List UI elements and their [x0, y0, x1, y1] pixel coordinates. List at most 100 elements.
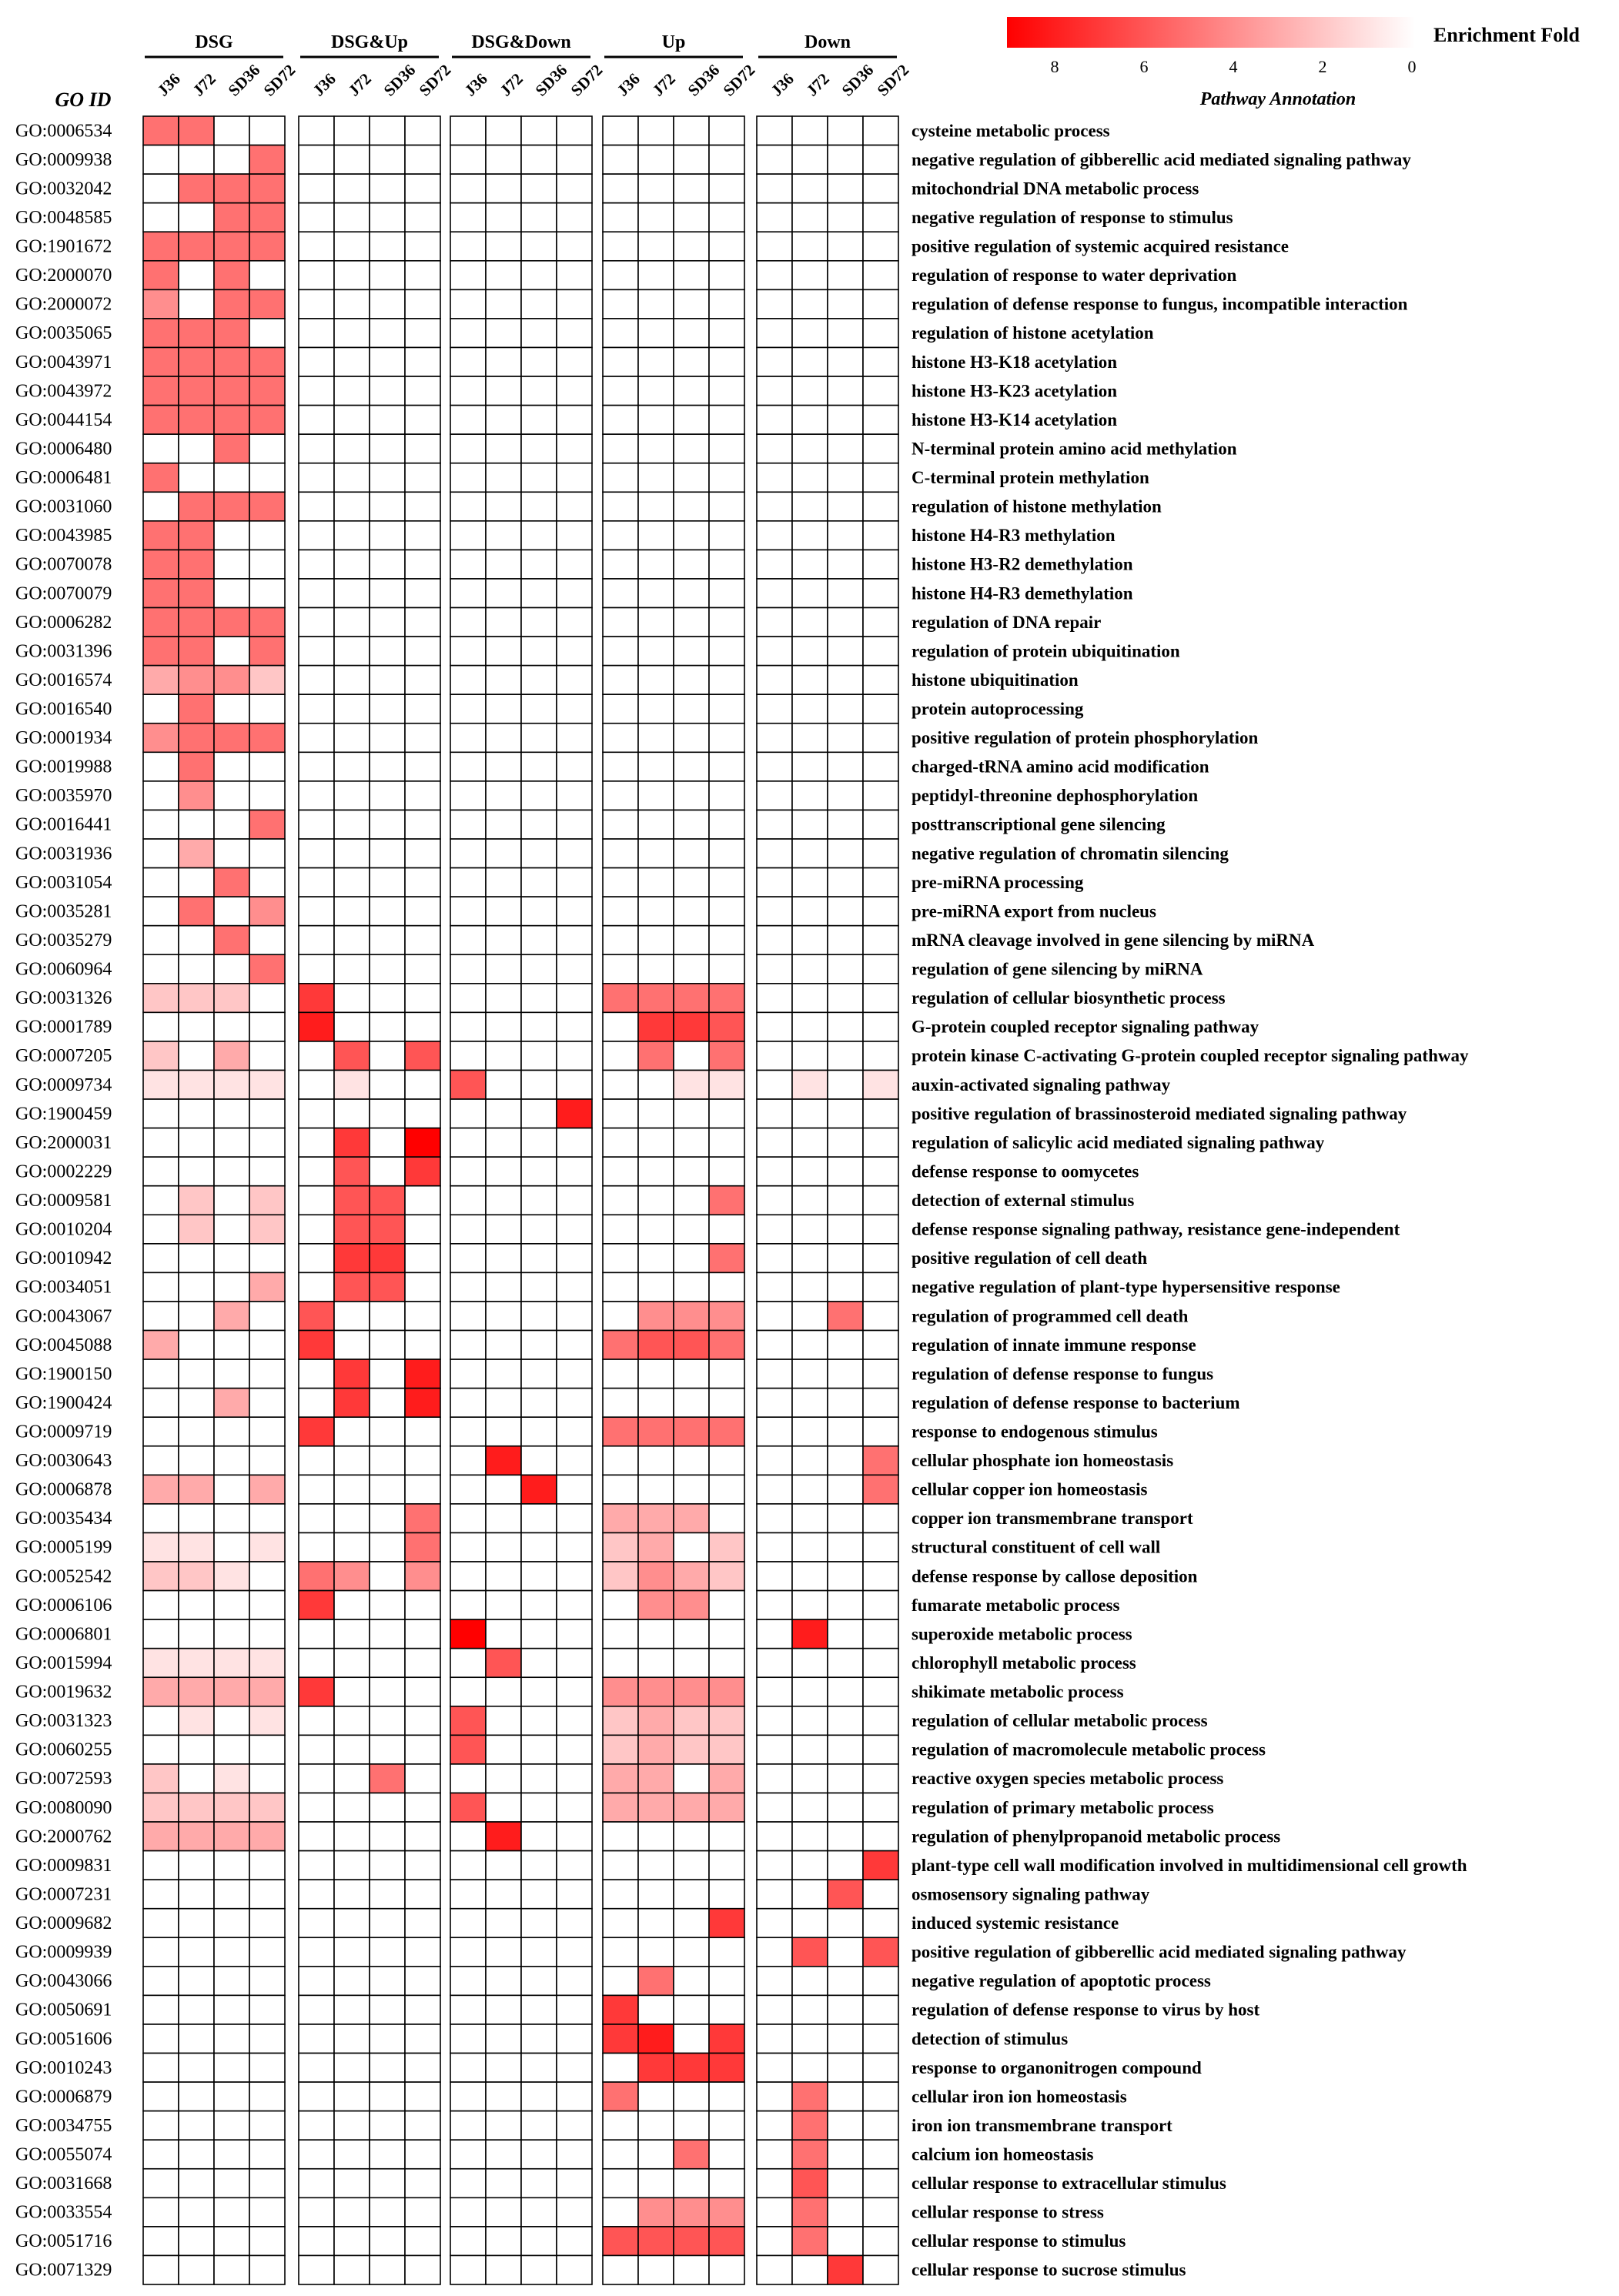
heatmap-cell	[178, 838, 215, 869]
heatmap-cell	[369, 1647, 406, 1679]
heatmap-cell	[673, 1647, 710, 1679]
heatmap-cell	[369, 2081, 406, 2112]
heatmap-cell	[213, 404, 250, 435]
pathway-label: response to endogenous stimulus	[912, 1422, 1158, 1441]
heatmap-cell	[602, 664, 639, 696]
heatmap-cell	[708, 607, 745, 637]
heatmap-cell	[333, 809, 370, 840]
heatmap-cell	[520, 2024, 557, 2054]
heatmap-cell	[673, 751, 710, 782]
heatmap-cell	[142, 867, 179, 897]
heatmap-cell	[333, 2110, 370, 2141]
heatmap-cell	[637, 1503, 674, 1534]
heatmap-cell	[298, 2139, 335, 2170]
heatmap-cell	[520, 115, 557, 146]
heatmap-cell	[249, 1214, 286, 1245]
heatmap-cell	[756, 549, 793, 580]
go-id-label: GO:2000762	[15, 1826, 112, 1846]
heatmap-cell	[673, 780, 710, 811]
heatmap-cell	[369, 1994, 406, 2025]
heatmap-cell	[178, 924, 215, 956]
heatmap-cell	[404, 1127, 441, 1158]
pathway-label: regulation of primary metabolic process	[912, 1798, 1214, 1817]
heatmap-cell	[369, 578, 406, 609]
heatmap-cell	[450, 1041, 487, 1071]
heatmap-cell	[708, 1127, 745, 1158]
heatmap-cell	[673, 1734, 710, 1765]
heatmap-cell	[369, 636, 406, 667]
heatmap-cell	[249, 318, 286, 349]
heatmap-cell	[520, 1069, 557, 1100]
heatmap-cell	[485, 1474, 522, 1505]
heatmap-cell	[791, 2139, 828, 2170]
heatmap-cell	[404, 954, 441, 984]
heatmap-cell	[333, 780, 370, 811]
heatmap-cell	[556, 1474, 593, 1505]
heatmap-cell	[791, 924, 828, 956]
heatmap-cell	[450, 318, 487, 349]
heatmap-cell	[213, 231, 250, 262]
go-id-label: GO:0010942	[15, 1248, 112, 1268]
heatmap-cell	[708, 1272, 745, 1302]
heatmap-cell	[827, 289, 864, 319]
heatmap-cell	[791, 1416, 828, 1447]
heatmap-cell	[602, 1734, 639, 1765]
heatmap-cell	[756, 1589, 793, 1620]
heatmap-cell	[708, 896, 745, 927]
heatmap-cell	[791, 751, 828, 782]
heatmap-cell	[520, 231, 557, 262]
heatmap-cell	[213, 1445, 250, 1476]
heatmap-cell	[450, 1329, 487, 1360]
heatmap-cell	[862, 346, 899, 377]
column-label-up-sd36: SD36	[684, 61, 724, 100]
heatmap-cell	[333, 1156, 370, 1187]
heatmap-cell	[827, 693, 864, 724]
heatmap-cell	[404, 2052, 441, 2083]
heatmap-cell	[756, 1011, 793, 1042]
heatmap-cell	[333, 1041, 370, 1071]
go-id-label: GO:0044154	[15, 410, 112, 430]
heatmap-cell	[673, 1589, 710, 1620]
heatmap-cell	[142, 318, 179, 349]
heatmap-cell	[142, 1329, 179, 1360]
heatmap-cell	[249, 693, 286, 724]
heatmap-cell	[485, 1011, 522, 1042]
heatmap-cell	[520, 1589, 557, 1620]
heatmap-cell	[333, 318, 370, 349]
heatmap-cell	[333, 1706, 370, 1736]
heatmap-cell	[333, 549, 370, 580]
pathway-label: regulation of defense response to virus …	[912, 2000, 1259, 2020]
heatmap-cell	[485, 318, 522, 349]
heatmap-cell	[450, 1387, 487, 1419]
heatmap-cell	[708, 1619, 745, 1649]
heatmap-cell	[602, 924, 639, 956]
heatmap-cell	[369, 231, 406, 262]
heatmap-cell	[450, 983, 487, 1014]
heatmap-cell	[637, 1937, 674, 1967]
pathway-label: regulation of histone acetylation	[912, 323, 1154, 343]
heatmap-cell	[298, 1937, 335, 1967]
heatmap-cell	[404, 1619, 441, 1649]
pathway-label: positive regulation of systemic acquired…	[912, 237, 1289, 256]
go-id-label: GO:0006481	[15, 468, 112, 488]
heatmap-cell	[708, 2110, 745, 2141]
heatmap-cell	[404, 115, 441, 146]
heatmap-cell	[827, 2110, 864, 2141]
heatmap-cell	[213, 809, 250, 840]
heatmap-cell	[298, 1994, 335, 2025]
pathway-label: defense response signaling pathway, resi…	[912, 1220, 1400, 1239]
heatmap-cell	[404, 289, 441, 319]
heatmap-cell	[450, 954, 487, 984]
heatmap-cell	[485, 144, 522, 175]
heatmap-cell	[178, 1503, 215, 1534]
heatmap-cell	[333, 491, 370, 522]
heatmap-cell	[213, 1907, 250, 1939]
pathway-label: regulation of defense response to fungus	[912, 1364, 1213, 1383]
heatmap-cell	[756, 1503, 793, 1534]
heatmap-cell	[485, 1127, 522, 1158]
heatmap-cell	[862, 2052, 899, 2083]
heatmap-cell	[450, 1937, 487, 1967]
heatmap-cell	[602, 259, 639, 291]
pathway-label: histone H4-R3 demethylation	[912, 583, 1133, 603]
column-label-up-j36: J36	[614, 69, 644, 99]
